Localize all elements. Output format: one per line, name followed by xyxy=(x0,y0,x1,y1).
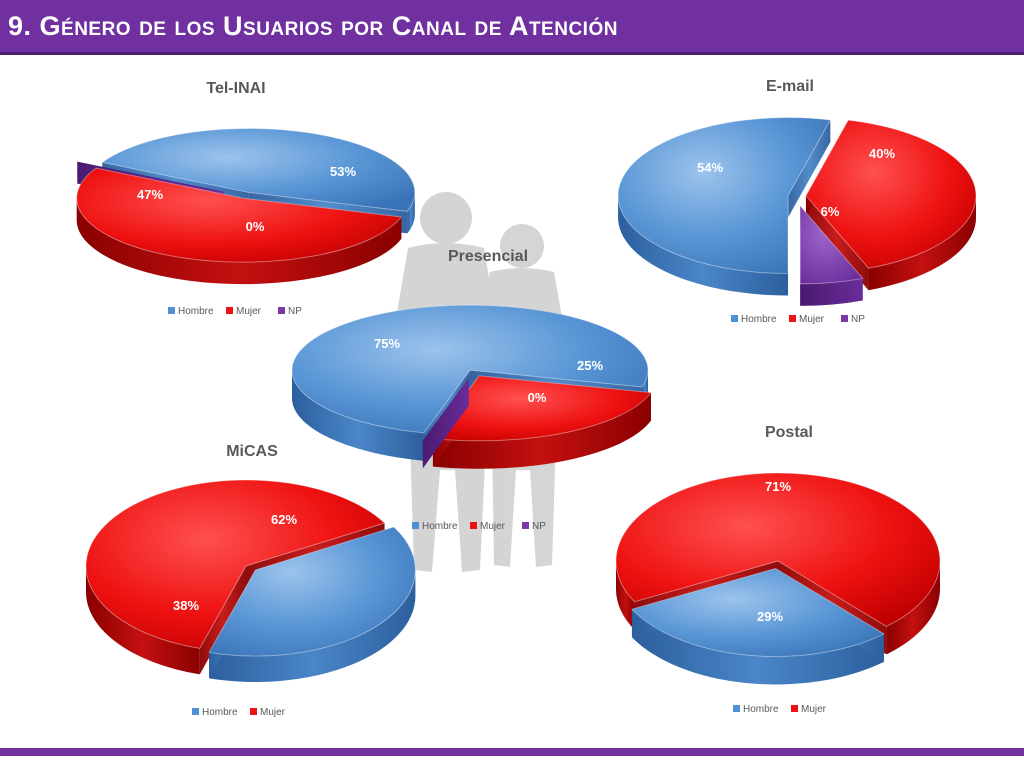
legend-swatch-hombre xyxy=(192,708,199,715)
legend-label-np: NP xyxy=(288,306,302,317)
data-label-postal-mujer: 71% xyxy=(765,479,791,494)
legend-swatch-hombre xyxy=(168,307,175,314)
legend-label-hombre: Hombre xyxy=(202,707,238,718)
page-title: 9. Género de los Usuarios por Canal de A… xyxy=(8,11,618,41)
pie-slice-postal-hombre xyxy=(631,567,885,685)
legend-postal: Hombre Mujer xyxy=(733,704,827,715)
pie-slice-presencial-np xyxy=(422,377,469,469)
legend-label-hombre: Hombre xyxy=(741,314,777,325)
pie-slice-tel-inai-mujer xyxy=(76,167,403,285)
data-label-presencial-hombre: 75% xyxy=(374,336,400,351)
title-divider xyxy=(0,52,1024,55)
pie-slice-e-mail-hombre xyxy=(617,117,832,296)
legend-label-mujer: Mujer xyxy=(801,704,827,715)
legend-label-hombre: Hombre xyxy=(422,521,458,532)
legend-presencial: Hombre Mujer NP xyxy=(412,521,546,532)
title-bar: 9. Género de los Usuarios por Canal de A… xyxy=(0,0,1024,52)
legend-label-mujer: Mujer xyxy=(260,707,286,718)
data-label-tel-inai-hombre: 47% xyxy=(137,187,163,202)
legend-swatch-np xyxy=(522,522,529,529)
data-label-micas-hombre: 38% xyxy=(173,598,199,613)
data-label-e-mail-np: 6% xyxy=(821,204,840,219)
legend-label-np: NP xyxy=(851,314,865,325)
chart-title-presencial: Presencial xyxy=(448,248,528,265)
pie-slice-micas-hombre xyxy=(208,526,416,683)
data-label-e-mail-hombre: 54% xyxy=(697,160,723,175)
chart-title-micas: MiCAS xyxy=(226,443,278,460)
chart-title-postal: Postal xyxy=(765,424,813,441)
legend-label-hombre: Hombre xyxy=(178,306,214,317)
legend-label-mujer: Mujer xyxy=(480,521,506,532)
data-label-e-mail-mujer: 40% xyxy=(869,146,895,161)
legend-swatch-mujer xyxy=(470,522,477,529)
legend-swatch-mujer xyxy=(791,705,798,712)
legend-swatch-hombre xyxy=(412,522,419,529)
pie-chart-postal: Postal 29% 71% Hombre Mujer xyxy=(615,424,941,715)
legend-label-mujer: Mujer xyxy=(236,306,262,317)
pie-chart-presencial: Presencial 75% 25% 0% Hombre Mujer NP xyxy=(291,248,652,532)
legend-label-mujer: Mujer xyxy=(799,314,825,325)
legend-tel-inai: Hombre Mujer NP xyxy=(168,306,302,317)
legend-swatch-hombre xyxy=(731,315,738,322)
legend-swatch-mujer xyxy=(226,307,233,314)
data-label-tel-inai-np: 0% xyxy=(246,219,265,234)
data-label-postal-hombre: 29% xyxy=(757,609,783,624)
legend-e-mail: Hombre Mujer NP xyxy=(731,314,865,325)
legend-swatch-hombre xyxy=(733,705,740,712)
legend-swatch-np xyxy=(841,315,848,322)
footer-bar xyxy=(0,748,1024,756)
data-label-presencial-mujer: 25% xyxy=(577,358,603,373)
pie-chart-tel-inai: Tel-INAI 47% 53% 0% Hombre Mujer NP xyxy=(76,80,416,317)
legend-label-hombre: Hombre xyxy=(743,704,779,715)
data-label-presencial-np: 0% xyxy=(528,390,547,405)
legend-swatch-mujer xyxy=(789,315,796,322)
pie-chart-e-mail: E-mail 54% 40% 6% Hombre Mujer NP xyxy=(617,78,977,325)
legend-micas: Hombre Mujer xyxy=(192,707,286,718)
pie-chart-micas: MiCAS 38% 62% Hombre Mujer xyxy=(85,443,416,718)
pie-slice-e-mail-np xyxy=(799,204,864,306)
data-label-tel-inai-mujer: 53% xyxy=(330,164,356,179)
legend-swatch-mujer xyxy=(250,708,257,715)
legend-label-np: NP xyxy=(532,521,546,532)
data-label-micas-mujer: 62% xyxy=(271,512,297,527)
chart-title-e-mail: E-mail xyxy=(766,78,814,95)
pie-slice-e-mail-mujer xyxy=(805,119,977,291)
chart-title-tel-inai: Tel-INAI xyxy=(206,80,265,97)
legend-swatch-np xyxy=(278,307,285,314)
